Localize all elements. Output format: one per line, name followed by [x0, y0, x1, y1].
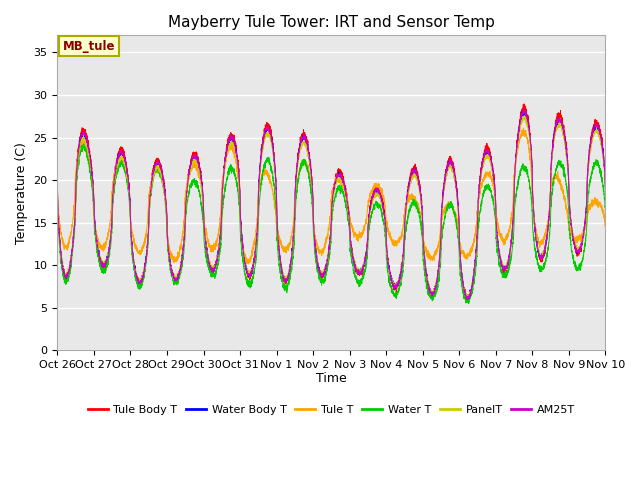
X-axis label: Time: Time: [316, 372, 347, 384]
Y-axis label: Temperature (C): Temperature (C): [15, 142, 28, 244]
Title: Mayberry Tule Tower: IRT and Sensor Temp: Mayberry Tule Tower: IRT and Sensor Temp: [168, 15, 495, 30]
Legend: Tule Body T, Water Body T, Tule T, Water T, PanelT, AM25T: Tule Body T, Water Body T, Tule T, Water…: [83, 400, 580, 419]
Text: MB_tule: MB_tule: [63, 39, 115, 52]
